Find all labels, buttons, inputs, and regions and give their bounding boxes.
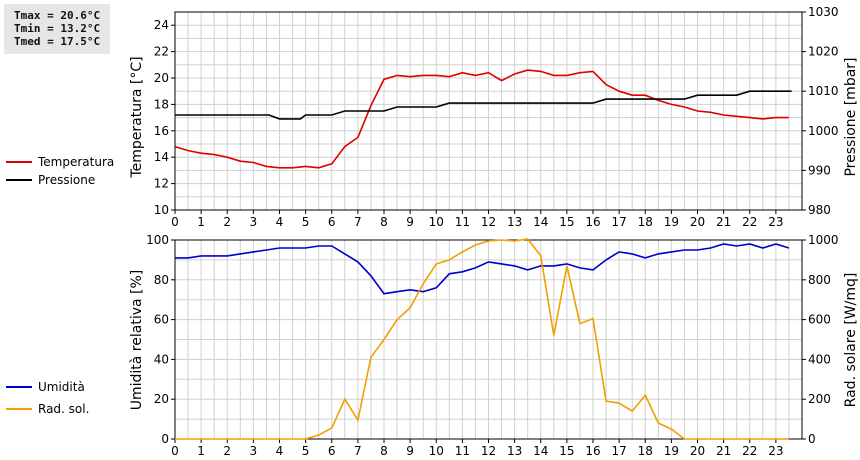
top-ytick-left-label: 12 — [154, 177, 169, 191]
bottom-xtick-label: 0 — [171, 444, 179, 458]
top-xtick-label: 13 — [507, 215, 522, 229]
bottom-xtick-label: 2 — [223, 444, 231, 458]
top-ylabel-left: Temperatura [°C] — [129, 56, 145, 178]
top-xtick-label: 20 — [690, 215, 705, 229]
legend-top: Temperatura Pressione — [6, 155, 114, 187]
top-xtick-label: 23 — [768, 215, 783, 229]
top-xtick-label: 8 — [380, 215, 388, 229]
bottom-xtick-label: 14 — [533, 444, 548, 458]
top-ytick-right-label: 1010 — [808, 84, 839, 98]
bottom-xtick-label: 21 — [716, 444, 731, 458]
bottom-xtick-label: 20 — [690, 444, 705, 458]
bottom-ytick-left-label: 80 — [154, 273, 169, 287]
top-ytick-left-label: 16 — [154, 124, 169, 138]
top-xtick-label: 19 — [664, 215, 679, 229]
top-xtick-label: 15 — [559, 215, 574, 229]
bottom-ylabel-right: Rad. solare [W/mq] — [843, 273, 859, 408]
top-ytick-left-label: 20 — [154, 71, 169, 85]
bottom-ytick-left-label: 100 — [146, 233, 169, 247]
legend-solar-label: Rad. sol. — [38, 402, 89, 416]
top-ytick-left-label: 18 — [154, 97, 169, 111]
tmin-label: Tmin = 13.2°C — [14, 22, 101, 35]
top-xtick-label: 16 — [585, 215, 600, 229]
top-ytick-left-label: 10 — [154, 203, 169, 217]
top-ytick-left-label: 14 — [154, 150, 169, 164]
bottom-ytick-right-label: 800 — [808, 273, 831, 287]
bottom-series-umidit- — [175, 243, 790, 295]
bottom-ylabel-left: Umidità relativa [%] — [129, 270, 145, 411]
legend-bottom: Umidità Rad. sol. — [6, 380, 89, 416]
bottom-series-rad-sol- — [175, 238, 789, 440]
stats-box: Tmax = 20.6°C Tmin = 13.2°C Tmed = 17.5°… — [4, 4, 110, 54]
bottom-xtick-label: 5 — [302, 444, 310, 458]
top-ytick-right-label: 1030 — [808, 5, 839, 19]
bottom-ytick-right-label: 1000 — [808, 233, 839, 247]
bottom-ytick-right-label: 0 — [808, 432, 816, 446]
bottom-ytick-left-label: 0 — [161, 432, 169, 446]
bottom-xtick-label: 11 — [455, 444, 470, 458]
bottom-ytick-right-label: 600 — [808, 313, 831, 327]
legend-humidity-label: Umidità — [38, 380, 85, 394]
bottom-xtick-label: 19 — [664, 444, 679, 458]
bottom-xtick-label: 15 — [559, 444, 574, 458]
top-xtick-label: 5 — [302, 215, 310, 229]
top-series-temperatura — [174, 69, 789, 169]
bottom-ytick-left-label: 60 — [154, 313, 169, 327]
bottom-xtick-label: 4 — [276, 444, 284, 458]
tmax-label: Tmax = 20.6°C — [14, 9, 101, 22]
top-ytick-left-label: 22 — [154, 45, 169, 59]
top-xtick-label: 11 — [455, 215, 470, 229]
top-ytick-right-label: 980 — [808, 203, 831, 217]
top-ytick-right-label: 990 — [808, 163, 831, 177]
legend-temperature-label: Temperatura — [37, 155, 114, 169]
bottom-xtick-label: 3 — [250, 444, 258, 458]
top-xtick-label: 21 — [716, 215, 731, 229]
top-ytick-right-label: 1020 — [808, 45, 839, 59]
top-series-pressione — [175, 90, 792, 120]
bottom-ytick-left-label: 40 — [154, 352, 169, 366]
bottom-xtick-label: 22 — [742, 444, 757, 458]
bottom-ytick-right-label: 200 — [808, 392, 831, 406]
top-xtick-label: 2 — [223, 215, 231, 229]
bottom-xtick-label: 1 — [197, 444, 205, 458]
bottom-xtick-label: 23 — [768, 444, 783, 458]
top-xtick-label: 14 — [533, 215, 548, 229]
top-xtick-label: 7 — [354, 215, 362, 229]
top-xtick-label: 1 — [197, 215, 205, 229]
legend-pressure-label: Pressione — [38, 173, 95, 187]
top-xtick-label: 22 — [742, 215, 757, 229]
tmed-label: Tmed = 17.5°C — [14, 35, 101, 48]
bottom-xtick-label: 12 — [481, 444, 496, 458]
bottom-xtick-label: 18 — [638, 444, 653, 458]
bottom-xtick-label: 10 — [429, 444, 444, 458]
bottom-xtick-label: 9 — [406, 444, 414, 458]
top-xtick-label: 0 — [171, 215, 179, 229]
top-ytick-right-label: 1000 — [808, 124, 839, 138]
top-xtick-label: 12 — [481, 215, 496, 229]
bottom-xtick-label: 7 — [354, 444, 362, 458]
top-xtick-label: 9 — [406, 215, 414, 229]
bottom-xtick-label: 8 — [380, 444, 388, 458]
bottom-xtick-label: 13 — [507, 444, 522, 458]
bottom-ytick-right-label: 400 — [808, 352, 831, 366]
top-xtick-label: 6 — [328, 215, 336, 229]
top-xtick-label: 3 — [250, 215, 258, 229]
top-ytick-left-label: 24 — [154, 18, 169, 32]
bottom-xtick-label: 16 — [585, 444, 600, 458]
top-xtick-label: 4 — [276, 215, 284, 229]
top-xtick-label: 18 — [638, 215, 653, 229]
top-xtick-label: 17 — [611, 215, 626, 229]
bottom-ytick-left-label: 20 — [154, 392, 169, 406]
bottom-xtick-label: 6 — [328, 444, 336, 458]
top-ylabel-right: Pressione [mbar] — [843, 57, 859, 176]
top-xtick-label: 10 — [429, 215, 444, 229]
bottom-xtick-label: 17 — [611, 444, 626, 458]
